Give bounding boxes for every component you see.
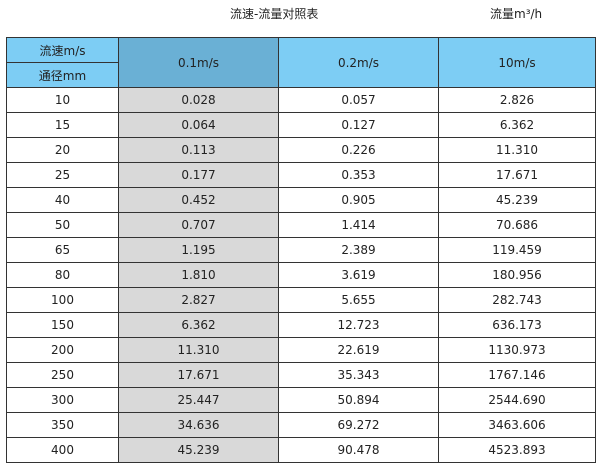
flow-cell: 6.362 [118,312,279,338]
column-header: 0.2m/s [278,37,439,88]
flow-cell: 1767.146 [438,362,596,388]
flow-cell: 1130.973 [438,337,596,363]
flow-cell: 0.905 [278,187,439,213]
table-row: 40 0.452 0.905 45.239 [6,187,596,213]
table-row: 200 11.310 22.619 1130.973 [6,337,596,363]
table-row: 100 2.827 5.655 282.743 [6,287,596,313]
flow-cell: 1.195 [118,237,279,263]
flow-cell: 3463.606 [438,412,596,438]
table-row: 250 17.671 35.343 1767.146 [6,362,596,388]
flow-cell: 6.362 [438,112,596,138]
flow-cell: 69.272 [278,412,439,438]
flow-cell: 0.113 [118,137,279,163]
flow-cell: 1.414 [278,212,439,238]
table-row: 350 34.636 69.272 3463.606 [6,412,596,438]
diameter-cell: 20 [6,137,119,163]
table-row: 150 6.362 12.723 636.173 [6,312,596,338]
table-row: 20 0.113 0.226 11.310 [6,137,596,163]
flow-cell: 35.343 [278,362,439,388]
diameter-cell: 300 [6,387,119,413]
diameter-header: 通径mm [6,62,119,88]
flow-cell: 2.826 [438,87,596,113]
diameter-cell: 100 [6,287,119,313]
flow-cell: 2.389 [278,237,439,263]
diameter-cell: 80 [6,262,119,288]
table-row: 25 0.177 0.353 17.671 [6,162,596,188]
flow-cell: 282.743 [438,287,596,313]
flow-cell: 70.686 [438,212,596,238]
diameter-cell: 15 [6,112,119,138]
flow-cell: 45.239 [118,437,279,463]
table-row: 15 0.064 0.127 6.362 [6,112,596,138]
flow-cell: 1.810 [118,262,279,288]
table-row: 10 0.028 0.057 2.826 [6,87,596,113]
flow-cell: 50.894 [278,387,439,413]
flow-cell: 45.239 [438,187,596,213]
flow-cell: 0.177 [118,162,279,188]
flow-cell: 0.452 [118,187,279,213]
header-row: 流速m/s 0.1m/s 0.2m/s 10m/s [6,37,596,88]
flow-cell: 17.671 [118,362,279,388]
flow-cell: 0.057 [278,87,439,113]
column-header: 0.1m/s [118,37,279,88]
flow-cell: 11.310 [118,337,279,363]
flow-cell: 0.064 [118,112,279,138]
flow-cell: 4523.893 [438,437,596,463]
header-row: 通径mm [6,62,596,88]
flow-cell: 5.655 [278,287,439,313]
table-row: 80 1.810 3.619 180.956 [6,262,596,288]
unit-label: 流量m³/h [490,7,543,21]
flow-cell: 0.707 [118,212,279,238]
flow-cell: 22.619 [278,337,439,363]
diameter-cell: 25 [6,162,119,188]
flow-cell: 12.723 [278,312,439,338]
diameter-cell: 50 [6,212,119,238]
diameter-cell: 200 [6,337,119,363]
flow-cell: 119.459 [438,237,596,263]
flow-cell: 2544.690 [438,387,596,413]
table-row: 300 25.447 50.894 2544.690 [6,387,596,413]
diameter-cell: 65 [6,237,119,263]
velocity-flow-table: 流速m/s 0.1m/s 0.2m/s 10m/s 通径mm 10 0.028 0.… [6,37,596,463]
flow-cell: 2.827 [118,287,279,313]
flow-cell: 636.173 [438,312,596,338]
diameter-cell: 350 [6,412,119,438]
diameter-cell: 40 [6,187,119,213]
table-row: 50 0.707 1.414 70.686 [6,212,596,238]
flow-cell: 180.956 [438,262,596,288]
flow-cell: 0.127 [278,112,439,138]
diameter-cell: 250 [6,362,119,388]
table-row: 400 45.239 90.478 4523.893 [6,437,596,463]
table-title: 流速-流量对照表 [230,7,319,21]
velocity-header: 流速m/s [6,37,119,63]
flow-cell: 34.636 [118,412,279,438]
diameter-cell: 150 [6,312,119,338]
flow-cell: 0.353 [278,162,439,188]
flow-cell: 3.619 [278,262,439,288]
diameter-cell: 10 [6,87,119,113]
flow-cell: 25.447 [118,387,279,413]
flow-cell: 17.671 [438,162,596,188]
diameter-cell: 400 [6,437,119,463]
flow-cell: 0.226 [278,137,439,163]
flow-cell: 90.478 [278,437,439,463]
flow-cell: 0.028 [118,87,279,113]
column-header: 10m/s [438,37,596,88]
table-row: 65 1.195 2.389 119.459 [6,237,596,263]
flow-cell: 11.310 [438,137,596,163]
